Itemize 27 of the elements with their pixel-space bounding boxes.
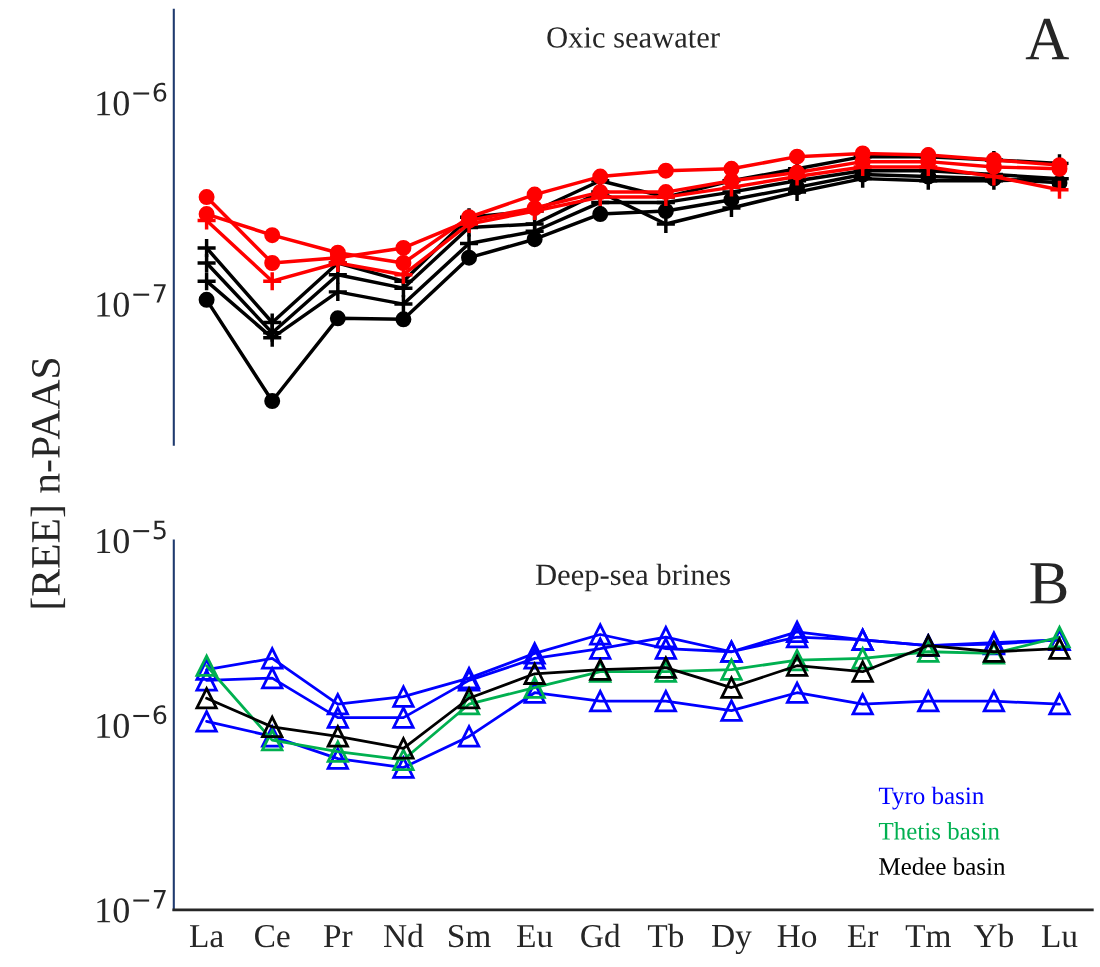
x-tick-label: Gd — [581, 923, 621, 948]
annotation: B — [1030, 563, 1067, 604]
x-tick-label: Yb — [973, 923, 1013, 948]
annotation: A — [1025, 18, 1069, 60]
x-tick-label: Er — [847, 925, 879, 947]
text: Tyro basin — [878, 786, 984, 810]
x-tick-label: Tm — [905, 925, 951, 947]
x-tick-label: Dy — [712, 925, 752, 955]
text: Thetis basin — [878, 822, 1000, 840]
y-tick-label: 10$^{−7}$ — [97, 890, 166, 923]
x-tick-label: Sm — [449, 924, 491, 948]
x-tick-label: Nd — [384, 923, 424, 948]
x-tick-label: Tb — [647, 923, 684, 948]
y-tick-label: 10$^{−5}$ — [97, 520, 166, 554]
x-tick-label: Ho — [777, 925, 817, 948]
x-tick-label: Eu — [517, 925, 553, 948]
chart-title: Oxic seawater — [547, 27, 720, 48]
y-tick-label: 10$^{−6}$ — [97, 705, 167, 739]
x-tick-label: Lu — [1041, 925, 1078, 948]
y-tick-label: 10$^{−6}$ — [97, 82, 167, 116]
text: Deep-sea brines — [535, 563, 730, 592]
y-axis-title: [REE] n-PAAS — [30, 358, 66, 608]
y-tick-label: 10$^{−7}$ — [97, 284, 166, 317]
text: Medee basin — [879, 857, 1006, 875]
x-tick-label: Pr — [323, 925, 353, 947]
x-tick-label: La — [189, 925, 224, 948]
x-tick-label: Ce — [255, 924, 290, 948]
